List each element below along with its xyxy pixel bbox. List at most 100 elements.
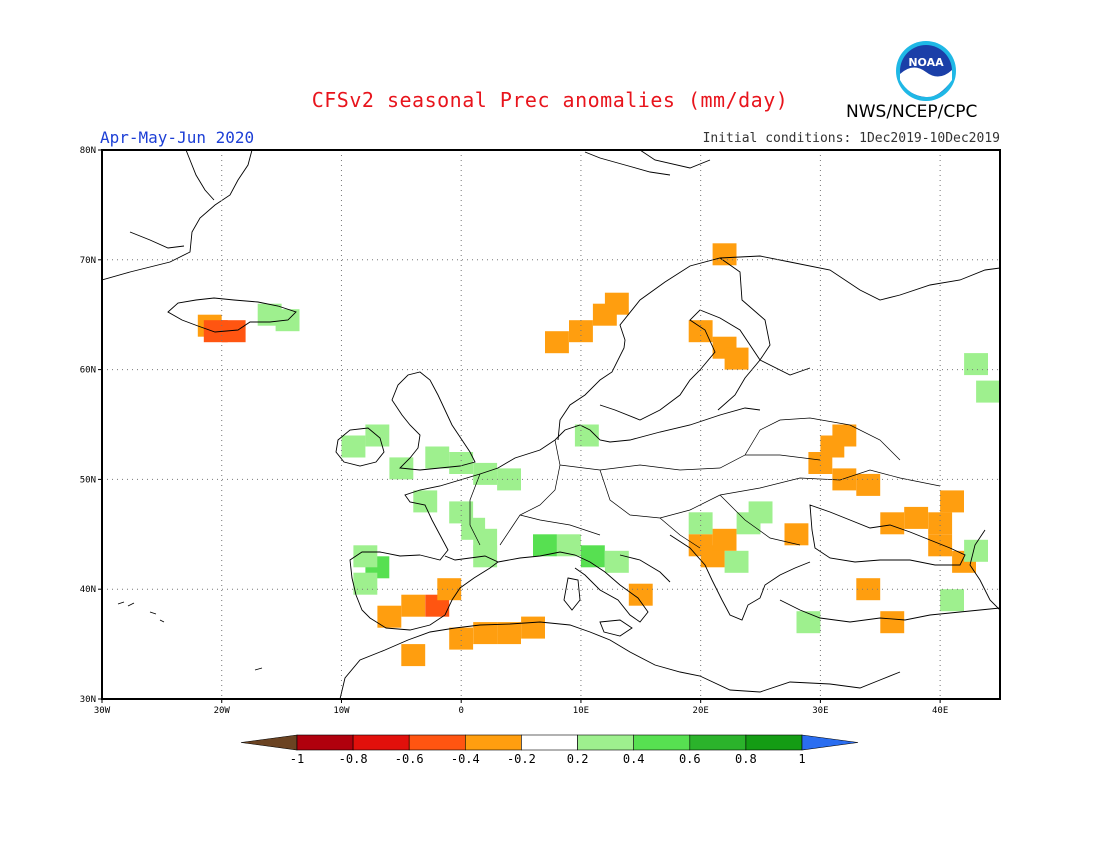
france-coast: [404, 439, 556, 561]
colorbar-box: [633, 734, 691, 751]
sardinia-coast: [563, 577, 581, 611]
anomaly-cell: [724, 550, 749, 573]
lat-tick-label: 40N: [80, 585, 96, 595]
colorbar-box: [352, 734, 410, 751]
colorbar-box: [577, 734, 634, 751]
anomaly-cell: [712, 243, 737, 266]
black-sea-coast: [809, 504, 966, 566]
greenland-coast: [102, 150, 253, 281]
anomaly-cell: [604, 292, 629, 315]
colorbar-level-label: -0.4: [451, 752, 480, 766]
lon-tick-label: 20W: [214, 706, 231, 716]
lat-tick-label: 60N: [80, 366, 96, 376]
lon-tick-label: 30E: [812, 706, 828, 716]
anomaly-cell: [401, 644, 426, 667]
anomaly-cell: [521, 616, 545, 639]
logo-text: NOAA: [908, 56, 944, 69]
colorbar-level-label: 0.2: [567, 752, 589, 766]
colorbar-box: [745, 734, 803, 751]
colorbar-box: [521, 734, 578, 751]
anomaly-cell: [413, 490, 438, 513]
anomaly-cell: [976, 380, 1000, 403]
colorbar-level-label: -0.6: [395, 752, 424, 766]
lat-tick-label: 70N: [80, 256, 96, 266]
caspian-coast: [969, 529, 1000, 611]
colorbar-box: [296, 734, 354, 751]
anomaly-cell: [604, 550, 629, 573]
anomaly-cell: [353, 572, 378, 595]
anomaly-cell: [533, 534, 557, 557]
azores: [117, 601, 263, 671]
anomaly-cell: [964, 353, 988, 376]
lon-tick-label: 30W: [94, 706, 111, 716]
ireland-coast: [335, 427, 385, 467]
colorbar-level-label: -1: [290, 752, 304, 766]
map-frame: [101, 149, 1001, 700]
africa-coast: [339, 621, 901, 699]
denmark-coast: [554, 407, 761, 443]
colorbar-min-arrow: [240, 734, 298, 751]
anomaly-cell: [473, 622, 498, 645]
lat-tick-label: 50N: [80, 475, 96, 485]
anomaly-cell: [928, 512, 953, 535]
colorbar-box: [689, 734, 747, 751]
colorbar-level-label: 0.8: [735, 752, 757, 766]
colorbar-box: [408, 734, 466, 751]
coastlines: [102, 150, 1000, 699]
noaa-logo-icon: NOAA: [896, 41, 956, 101]
initial-conditions: Initial conditions: 1Dec2019-10Dec2019: [702, 131, 1000, 146]
finland-border: [719, 257, 811, 376]
lon-tick-label: 0: [458, 706, 463, 716]
anomaly-cell: [904, 506, 929, 529]
anomaly-cell: [688, 512, 713, 535]
axis-ticks: 30N 40N 50N 60N 70N 80N 30W 20W 10W 0 10E 20E 30E 40E: [80, 146, 949, 716]
anomaly-cell: [497, 468, 521, 491]
anomaly-cell: [856, 578, 881, 601]
anomaly-cell: [425, 446, 450, 469]
map-title: CFSv2 seasonal Prec anomalies (mm/day): [311, 88, 789, 112]
lat-tick-label: 30N: [80, 695, 96, 705]
anomaly-cell: [341, 435, 366, 458]
anomaly-cell: [401, 594, 426, 617]
anomaly-cell: [796, 611, 821, 634]
lon-tick-label: 10E: [573, 706, 589, 716]
anomaly-cell: [497, 622, 521, 645]
anomaly-cell: [569, 320, 593, 343]
anomaly-cell: [880, 512, 905, 535]
anomaly-cell: [724, 347, 749, 370]
colorbar-level-label: 1: [798, 752, 805, 766]
colorbar-level-label: -0.8: [339, 752, 368, 766]
lat-tick-label: 80N: [80, 146, 96, 156]
lon-tick-label: 20E: [693, 706, 709, 716]
anomaly-cell: [832, 468, 857, 491]
balkans-coast: [669, 534, 811, 621]
forecast-period: Apr-May-Jun 2020: [100, 128, 255, 147]
anomaly-cell: [628, 583, 653, 606]
anomaly-cell: [473, 462, 498, 485]
colorbar-level-label: -0.2: [507, 752, 536, 766]
colorbar: -1 -0.8 -0.6 -0.4 -0.2 0.2 0.4 0.6 0.8 1: [240, 734, 859, 766]
colorbar-max-arrow: [801, 734, 859, 751]
iberia-coast: [349, 551, 499, 631]
anomaly-cell: [545, 331, 569, 354]
anomaly-cell: [580, 545, 605, 568]
colorbar-level-label: 0.6: [679, 752, 701, 766]
anomaly-cell: [449, 452, 474, 474]
lon-tick-label: 40E: [932, 706, 948, 716]
anomaly-cell: [688, 320, 713, 343]
britain-coast: [391, 371, 476, 471]
svalbard-coast: [584, 150, 711, 176]
map-background: [102, 150, 1000, 699]
sweden-coast: [599, 309, 761, 421]
colorbar-box: [464, 734, 522, 751]
scandinavia-coast: [557, 255, 1000, 441]
anomaly-cell: [377, 605, 402, 628]
anomaly-cell: [557, 534, 581, 557]
country-borders: [469, 417, 941, 549]
anomaly-cells: [197, 243, 1000, 667]
anomaly-cell: [940, 589, 964, 612]
anomaly-cell: [353, 545, 378, 568]
anomaly-cell: [856, 473, 881, 496]
anomaly-cell: [964, 539, 988, 562]
